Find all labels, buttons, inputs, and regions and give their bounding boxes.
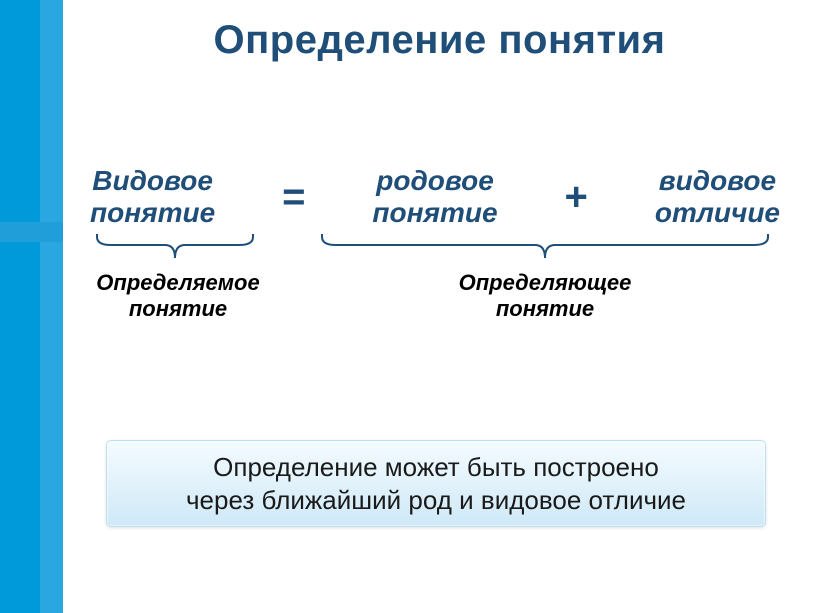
callout-line2: через ближайший род и видовое отличие <box>119 484 753 517</box>
sublabel-right-line2: понятие <box>395 296 695 322</box>
callout-line1: Определение может быть построено <box>119 451 753 484</box>
page-title: Определение понятия <box>63 18 816 63</box>
definition-callout: Определение может быть построено через б… <box>106 440 766 527</box>
sublabel-left-line1: Определяемое <box>88 270 268 296</box>
brace-left <box>95 234 255 260</box>
term-species-concept: Видовое понятие <box>90 165 215 229</box>
equation-row: Видовое понятие = родовое понятие + видо… <box>90 165 780 229</box>
brace-right <box>320 234 770 260</box>
operator-plus: + <box>565 175 588 220</box>
term3-line2: отличие <box>655 197 780 229</box>
sublabel-defined-concept: Определяемое понятие <box>88 270 268 322</box>
term1-line2: понятие <box>90 197 215 229</box>
sidebar-inner <box>0 0 40 613</box>
sublabel-left-line2: понятие <box>88 296 268 322</box>
term2-line2: понятие <box>372 197 497 229</box>
term2-line1: родовое <box>372 165 497 197</box>
term3-line1: видовое <box>655 165 780 197</box>
sublabel-defining-concept: Определяющее понятие <box>395 270 695 322</box>
term-specific-difference: видовое отличие <box>655 165 780 229</box>
sublabel-right-line1: Определяющее <box>395 270 695 296</box>
operator-equals: = <box>282 175 305 220</box>
term1-line1: Видовое <box>90 165 215 197</box>
term-genus-concept: родовое понятие <box>372 165 497 229</box>
sidebar-accent-stripe <box>0 222 63 242</box>
